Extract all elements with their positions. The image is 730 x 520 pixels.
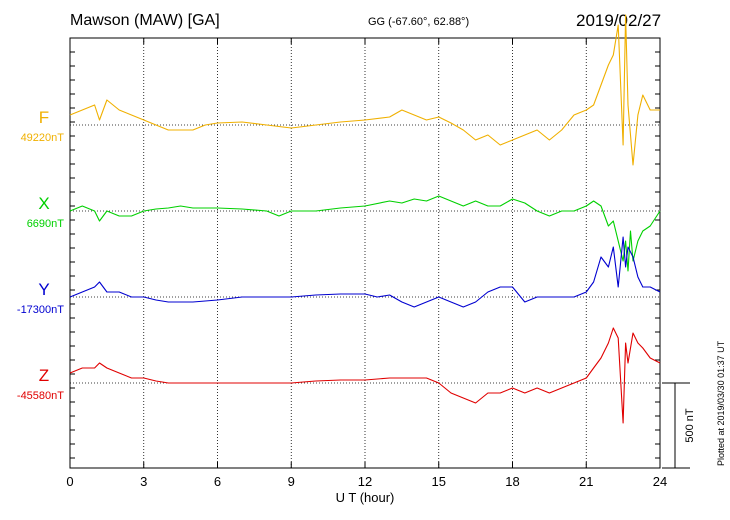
series-name-x: X — [38, 194, 49, 213]
x-tick-label-7: 21 — [579, 474, 593, 489]
x-tick-label-8: 24 — [653, 474, 667, 489]
series-name-y: Y — [38, 280, 49, 299]
page-title: Mawson (MAW) [GA] — [70, 12, 220, 29]
plot-frame — [69, 37, 661, 469]
series-name-z: Z — [39, 366, 49, 385]
series-baseline-y: -17300nT — [17, 304, 64, 316]
station-coordinates: GG (-67.60°, 62.88°) — [368, 16, 470, 28]
plot-date: 2019/02/27 — [576, 11, 662, 30]
x-tick-label-6: 18 — [505, 474, 519, 489]
x-axis-label: U T (hour) — [336, 490, 395, 505]
scale-bar-label: 500 nT — [684, 408, 696, 443]
x-tick-label-3: 9 — [288, 474, 295, 489]
series-baseline-x: 6690nT — [27, 218, 65, 230]
x-tick-label-1: 3 — [140, 474, 147, 489]
series-line-y — [69, 236, 661, 308]
x-tick-label-4: 12 — [358, 474, 372, 489]
series-line-z — [69, 327, 661, 424]
x-tick-label-0: 0 — [66, 474, 73, 489]
x-tick-label-2: 6 — [214, 474, 221, 489]
series-baseline-z: -45580nT — [17, 390, 64, 402]
plotted-at-note: Plotted at 2019/03/30 01:37 UT — [716, 340, 726, 466]
series-name-f: F — [39, 108, 49, 127]
series-line-f — [69, 14, 660, 166]
series-baseline-f: 49220nT — [21, 132, 65, 144]
x-tick-label-5: 15 — [432, 474, 446, 489]
